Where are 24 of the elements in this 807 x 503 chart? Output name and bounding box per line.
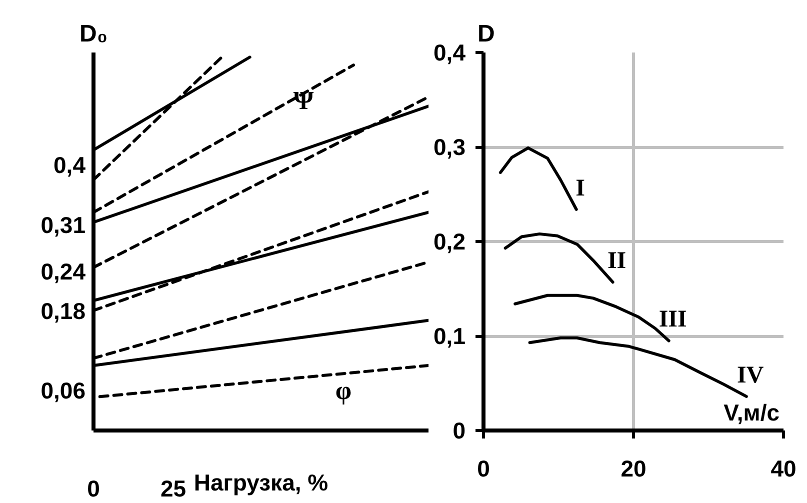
- y-axis-title: D₀: [80, 20, 108, 48]
- y-axis-title: D: [478, 20, 495, 48]
- y-tick-label: 0,3: [434, 134, 466, 160]
- annotation: φ: [335, 376, 352, 405]
- x-tick-label: 0: [477, 456, 490, 482]
- y-tick-label: 0: [452, 418, 466, 444]
- y-tick-label: 0,4: [54, 152, 86, 178]
- series-label: III: [658, 306, 687, 333]
- x-tick-label: 20: [620, 456, 646, 482]
- y-tick-label: 0,24: [40, 258, 86, 284]
- series-label: IV: [737, 362, 764, 388]
- x-axis-title: V,м/с: [724, 400, 780, 426]
- line-series: [498, 146, 578, 211]
- y-tick-label: 0,18: [40, 298, 86, 324]
- y-tick-label: 0,06: [40, 378, 86, 404]
- y-tick-label: 0,31: [40, 212, 86, 238]
- y-tick-label: 0,1: [434, 323, 466, 349]
- series-label: II: [607, 248, 626, 274]
- y-tick-label: 0,2: [434, 228, 466, 254]
- x-axis-title: Нагрузка, %: [194, 470, 328, 496]
- series-label: I: [576, 175, 586, 202]
- y-tick-label: 0,4: [434, 40, 466, 66]
- x-tick-label: 40: [770, 456, 796, 482]
- x-tick-label: 25: [160, 476, 186, 502]
